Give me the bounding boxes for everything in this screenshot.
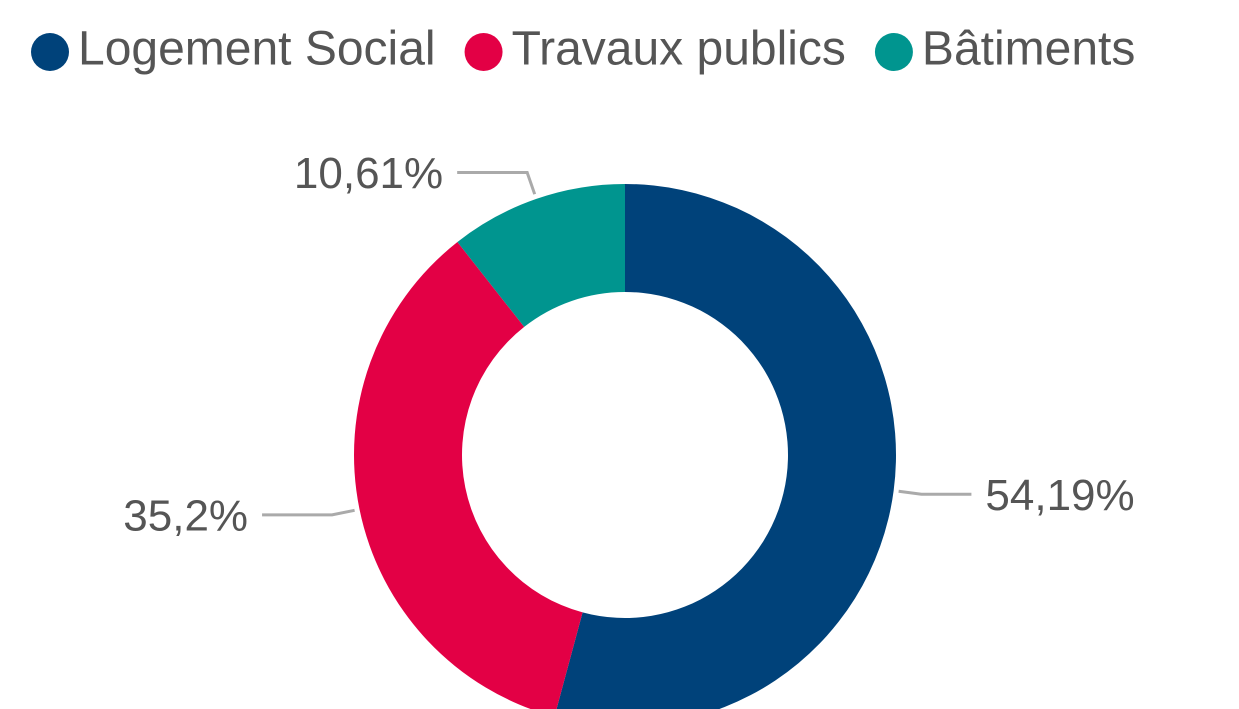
legend-swatch (874, 33, 913, 71)
leader-line (898, 489, 972, 496)
leader-line (457, 170, 537, 195)
legend-text: Travaux publics (512, 23, 846, 76)
donut-slice (457, 184, 625, 327)
value-label: 10,61% (294, 149, 443, 198)
value-label: 35,2% (123, 492, 248, 541)
leader-line (262, 508, 355, 517)
donut-slice (353, 242, 583, 709)
legend-text: Logement Social (78, 23, 436, 76)
legend-text: Bâtiments (922, 23, 1135, 76)
donut-slice (556, 184, 896, 709)
legend-swatch (31, 33, 69, 71)
legend-swatch (464, 33, 503, 71)
value-label: 54,19% (985, 471, 1134, 520)
